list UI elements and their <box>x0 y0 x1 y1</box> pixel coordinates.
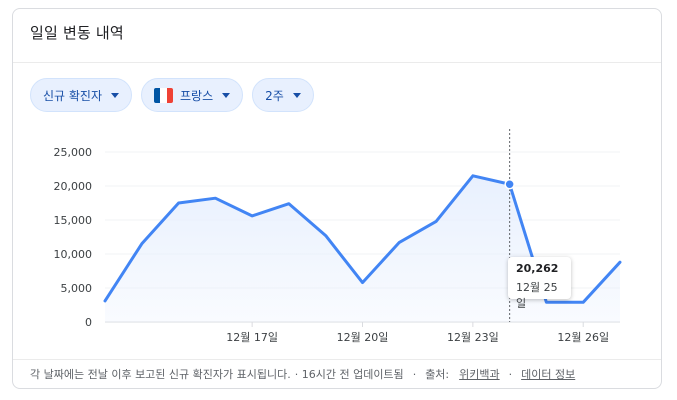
metric-label: 신규 확진자 <box>43 88 103 103</box>
cases-area-chart[interactable]: 25,000 20,000 15,000 10,000 5,000 0 12월 17일 12월… <box>13 127 663 357</box>
x-tick-label: 12월 26일 <box>557 330 609 344</box>
x-tick-label: 12월 23일 <box>447 330 499 344</box>
y-tick-label: 10,000 <box>54 248 93 261</box>
separator-dot: · <box>412 367 417 381</box>
x-tick-label: 12월 17일 <box>226 330 278 344</box>
footer-note: 각 날짜에는 전날 이후 보고된 신규 확진자가 표시됩니다. <box>30 368 291 381</box>
card-title: 일일 변동 내역 <box>30 24 124 42</box>
source-link[interactable]: 위키백과 <box>459 368 500 381</box>
country-dropdown[interactable]: 프랑스 <box>141 78 244 112</box>
x-tick-label: 12월 20일 <box>337 330 389 344</box>
france-flag-icon <box>154 87 173 103</box>
area-fill <box>105 175 620 322</box>
updated-time: · 16시간 전 업데이트됨 <box>294 368 404 381</box>
chart-tooltip: 20,262 12월 25일 <box>508 257 571 310</box>
y-tick-label: 5,000 <box>61 282 93 295</box>
tooltip-date: 12월 25일 <box>516 281 558 310</box>
chevron-down-icon <box>222 92 231 98</box>
y-tick-label: 0 <box>85 316 92 329</box>
chevron-down-icon <box>111 92 120 98</box>
y-tick-label: 25,000 <box>54 146 93 159</box>
highlight-point <box>504 178 515 190</box>
tooltip-value: 20,262 <box>516 262 559 275</box>
source-label: 출처: <box>425 368 450 381</box>
footer-divider <box>13 359 661 360</box>
country-label: 프랑스 <box>180 88 214 103</box>
y-tick-label: 15,000 <box>54 214 93 227</box>
metric-dropdown[interactable]: 신규 확진자 <box>30 78 133 112</box>
separator-dot: · <box>508 367 513 381</box>
chevron-down-icon <box>292 92 301 98</box>
filter-chips: 신규 확진자 프랑스 2주 <box>30 78 314 112</box>
daily-changes-card: 일일 변동 내역 신규 확진자 프랑스 2주 25,000 20,000 15,00… <box>12 8 662 389</box>
range-label: 2주 <box>265 88 284 103</box>
data-info-link[interactable]: 데이터 정보 <box>521 368 576 381</box>
header-divider <box>13 62 661 63</box>
chart-footer: 각 날짜에는 전날 이후 보고된 신규 확진자가 표시됩니다. · 16시간 전… <box>30 366 575 382</box>
y-tick-label: 20,000 <box>54 180 93 193</box>
range-dropdown[interactable]: 2주 <box>252 78 314 112</box>
